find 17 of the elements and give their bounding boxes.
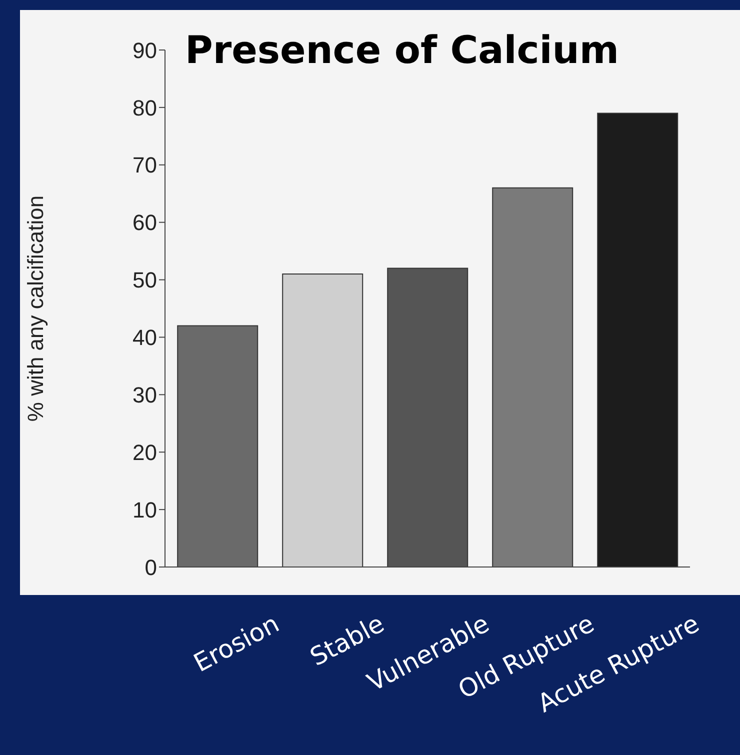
bar	[387, 268, 468, 567]
bar	[597, 112, 678, 567]
y-tick-label: 20	[132, 440, 157, 465]
bar	[282, 274, 364, 567]
y-tick-label: 40	[132, 325, 157, 350]
y-tick-label: 30	[132, 382, 157, 408]
y-tick-label: 10	[132, 497, 157, 522]
y-tick-label: 70	[132, 152, 157, 178]
y-tick-label: 0	[144, 554, 157, 580]
y-tick-label: 50	[132, 268, 157, 293]
y-tick-label: 60	[132, 210, 157, 236]
bar	[177, 325, 258, 567]
bar	[492, 187, 574, 567]
y-tick-label: 90	[132, 38, 157, 63]
chart-title: Presence of Calcium	[185, 28, 619, 72]
y-tick-label: 80	[132, 95, 157, 120]
y-axis-title: % with any calcification	[22, 195, 48, 422]
